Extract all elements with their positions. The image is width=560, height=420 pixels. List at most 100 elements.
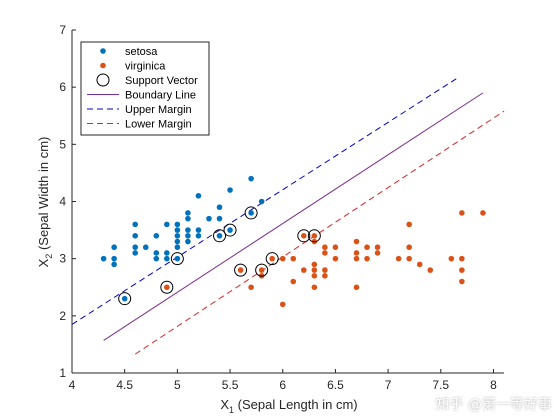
y-tick-label: 6	[59, 80, 66, 94]
virginica-point	[311, 273, 318, 279]
setosa-point	[227, 227, 233, 233]
y-tick-label: 4	[59, 195, 66, 209]
data-points-layer	[100, 175, 486, 308]
x-tick-label: 7.5	[432, 378, 449, 392]
support-vector-marker	[234, 263, 248, 277]
virginica-point	[290, 255, 297, 262]
support-vector-marker	[265, 252, 279, 266]
setosa-point	[206, 215, 212, 222]
virginica-point	[279, 255, 286, 262]
setosa-point	[174, 233, 181, 239]
setosa-point	[142, 244, 149, 251]
setosa-point	[164, 255, 170, 262]
virginica-point	[332, 244, 339, 251]
virginica-point	[416, 261, 423, 268]
legend-symbol-virginica	[100, 62, 106, 69]
setosa-point	[185, 227, 191, 233]
y-axis-title: X2 (Sepal Width in cm)	[36, 137, 54, 268]
watermark-text: 知乎 @第一等好事	[435, 397, 552, 413]
virginica-point	[353, 238, 360, 245]
y-tick-label: 1	[59, 366, 66, 380]
setosa-point	[195, 233, 202, 239]
legend-label-lower-margin: Lower Margin	[125, 119, 192, 131]
virginica-point	[364, 255, 370, 262]
setosa-point	[153, 255, 160, 262]
x-tick-label: 5.5	[222, 378, 239, 392]
virginica-point	[353, 284, 360, 291]
legend-label-boundary-line: Boundary Line	[125, 90, 196, 102]
setosa-point	[100, 255, 107, 262]
virginica-point	[311, 261, 318, 268]
setosa-point	[111, 261, 117, 268]
virginica-point	[237, 267, 244, 273]
setosa-point	[185, 233, 191, 239]
setosa-point	[216, 233, 223, 239]
support-vector-marker	[297, 229, 311, 243]
virginica-point	[406, 221, 412, 228]
virginica-point	[480, 210, 486, 216]
setosa-point	[174, 227, 181, 233]
legend-label-setosa: setosa	[125, 46, 158, 58]
virginica-point	[322, 244, 328, 251]
virginica-point	[311, 284, 318, 291]
virginica-point	[364, 244, 370, 251]
support-vector-marker	[223, 223, 237, 237]
virginica-point	[448, 255, 455, 262]
legend-label-virginica: virginica	[125, 61, 166, 73]
legend-box	[80, 41, 210, 136]
setosa-point	[185, 210, 191, 216]
virginica-point	[322, 267, 328, 273]
virginica-point	[258, 267, 265, 273]
y-tick-label: 3	[59, 252, 66, 266]
setosa-point	[216, 204, 223, 211]
y-tick-label: 2	[59, 309, 66, 323]
setosa-point	[216, 215, 223, 222]
virginica-point	[459, 267, 465, 273]
setosa-point	[174, 244, 181, 251]
setosa-point	[248, 210, 254, 216]
x-tick-label: 5	[174, 378, 181, 392]
setosa-point	[132, 233, 139, 239]
virginica-point	[353, 250, 360, 256]
support-vector-marker	[255, 263, 269, 277]
virginica-point	[311, 233, 318, 239]
setosa-point	[164, 221, 170, 228]
x-tick-label: 6	[279, 378, 286, 392]
legend-label-support-vector: Support Vector	[125, 75, 198, 87]
x-tick-label: 7	[385, 378, 392, 392]
virginica-point	[301, 233, 307, 239]
setosa-point	[111, 244, 117, 251]
legend-symbol-support-vector	[96, 73, 110, 87]
virginica-point	[290, 278, 297, 285]
y-tick-label: 5	[59, 137, 66, 151]
setosa-point	[258, 198, 265, 205]
support-vector-marker	[213, 229, 227, 243]
setosa-point	[164, 250, 170, 256]
virginica-point	[427, 267, 434, 273]
virginica-point	[459, 210, 465, 216]
virginica-point	[322, 250, 328, 256]
axes: 4 4.5 5 5.5 6 6.5 7 7.5 8 1 2 3 4 5 6 7	[59, 23, 504, 392]
virginica-point	[374, 250, 381, 256]
setosa-point	[153, 250, 160, 256]
virginica-point	[353, 255, 360, 262]
setosa-point	[195, 227, 202, 233]
setosa-point	[174, 221, 181, 228]
line-boundary-line	[103, 92, 484, 341]
virginica-point	[269, 255, 275, 262]
support-vector-marker	[244, 206, 258, 220]
virginica-point	[459, 278, 465, 285]
setosa-point	[111, 255, 117, 262]
legend-label-upper-margin: Upper Margin	[125, 104, 192, 116]
x-tick-label: 4	[69, 378, 76, 392]
x-tick-label: 4.5	[116, 378, 133, 392]
virginica-point	[279, 301, 286, 308]
setosa-point	[174, 238, 181, 245]
x-tick-label: 8	[490, 378, 497, 392]
x-tick-label: 6.5	[327, 378, 344, 392]
setosa-point	[132, 244, 139, 251]
y-tick-label: 7	[59, 23, 66, 37]
setosa-point	[248, 175, 254, 182]
virginica-point	[374, 244, 381, 251]
